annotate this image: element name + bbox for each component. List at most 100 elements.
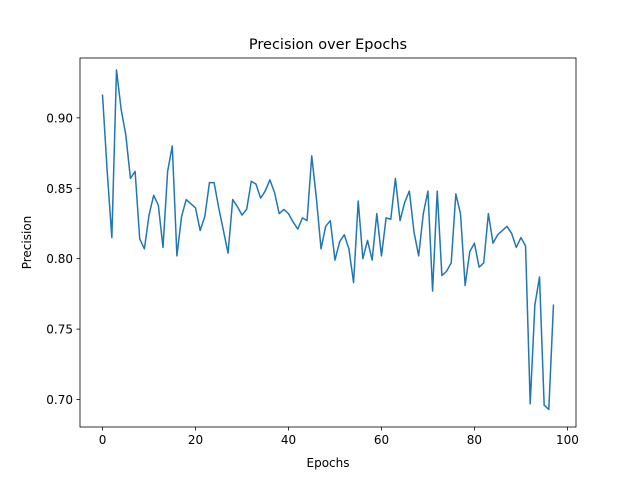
data-point <box>528 402 532 406</box>
data-point <box>221 229 225 233</box>
data-point <box>156 203 160 207</box>
data-point <box>133 169 137 173</box>
data-point <box>472 241 476 245</box>
x-tick-label: 40 <box>281 433 296 447</box>
data-point <box>319 247 323 251</box>
data-point <box>440 274 444 278</box>
data-point <box>468 250 472 254</box>
data-point <box>226 251 230 255</box>
data-point <box>128 176 132 180</box>
data-point <box>138 237 142 241</box>
x-tick-label: 100 <box>556 433 579 447</box>
data-point <box>282 207 286 211</box>
data-point <box>110 236 114 240</box>
data-point <box>175 254 179 258</box>
data-point <box>300 216 304 220</box>
data-point <box>421 212 425 216</box>
data-point <box>170 144 174 148</box>
data-point <box>114 68 118 72</box>
data-point <box>375 212 379 216</box>
data-point <box>514 245 518 249</box>
data-point <box>259 196 263 200</box>
data-point <box>417 254 421 258</box>
data-point <box>101 93 105 97</box>
data-point <box>310 154 314 158</box>
data-point <box>524 244 528 248</box>
x-tick-label: 80 <box>467 433 482 447</box>
data-point <box>184 198 188 202</box>
data-point <box>463 283 467 287</box>
data-point <box>366 238 370 242</box>
data-point <box>496 233 500 237</box>
data-point <box>486 212 490 216</box>
data-point <box>445 269 449 273</box>
data-point <box>231 198 235 202</box>
data-point <box>142 247 146 251</box>
x-tick-label: 20 <box>188 433 203 447</box>
data-point <box>277 212 281 216</box>
data-point <box>152 193 156 197</box>
data-point <box>273 191 277 195</box>
data-point <box>454 192 458 196</box>
data-point <box>291 220 295 224</box>
data-point <box>203 214 207 218</box>
data-point <box>305 219 309 223</box>
data-point <box>296 227 300 231</box>
data-point <box>119 107 123 111</box>
data-point <box>533 303 537 307</box>
data-point <box>407 189 411 193</box>
data-point <box>217 206 221 210</box>
x-tick-label: 0 <box>99 433 107 447</box>
data-point <box>500 229 504 233</box>
data-point <box>263 189 267 193</box>
data-point <box>398 219 402 223</box>
x-axis-ticks: 0 20 40 60 80 100 <box>99 427 579 447</box>
data-point <box>268 178 272 182</box>
data-point <box>198 229 202 233</box>
data-point <box>180 214 184 218</box>
data-point <box>105 169 109 173</box>
y-tick-label: 0.70 <box>46 393 73 407</box>
data-point <box>449 261 453 265</box>
data-point <box>342 233 346 237</box>
data-point <box>458 212 462 216</box>
plot-area <box>101 68 555 411</box>
y-axis-label: Precision <box>20 216 34 270</box>
data-point <box>124 133 128 137</box>
data-point <box>207 181 211 185</box>
data-point <box>161 245 165 249</box>
axes-frame <box>79 57 577 428</box>
data-point <box>505 224 509 228</box>
data-point <box>352 281 356 285</box>
data-point <box>338 240 342 244</box>
data-point <box>551 303 555 307</box>
data-point <box>491 241 495 245</box>
data-point <box>412 230 416 234</box>
data-point <box>547 407 551 411</box>
y-tick-label: 0.90 <box>46 111 73 125</box>
data-point <box>519 236 523 240</box>
data-point <box>194 206 198 210</box>
data-point <box>286 212 290 216</box>
data-point <box>245 207 249 211</box>
y-tick-label: 0.85 <box>46 182 73 196</box>
data-point <box>361 257 365 261</box>
data-point <box>147 213 151 217</box>
data-point <box>426 189 430 193</box>
data-point <box>240 213 244 217</box>
y-tick-label: 0.75 <box>46 323 73 337</box>
data-point <box>370 258 374 262</box>
data-point <box>389 217 393 221</box>
data-point <box>435 189 439 193</box>
data-point <box>538 275 542 279</box>
data-point <box>384 216 388 220</box>
chart-title: Precision over Epochs <box>249 37 407 53</box>
data-point <box>356 199 360 203</box>
data-point <box>249 179 253 183</box>
data-point <box>235 205 239 209</box>
data-point <box>212 181 216 185</box>
data-point <box>510 231 514 235</box>
data-point <box>403 200 407 204</box>
data-point <box>482 261 486 265</box>
